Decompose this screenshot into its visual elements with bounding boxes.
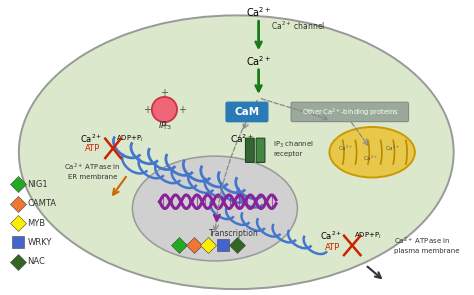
FancyBboxPatch shape [246,138,254,163]
Text: Ca$^{2+}$ channel: Ca$^{2+}$ channel [271,20,326,32]
Text: Ca$^{2+}$: Ca$^{2+}$ [363,153,378,163]
Text: WRKY: WRKY [27,238,52,247]
Text: Ca$^{2+}$ ATPase in
plasma membrane: Ca$^{2+}$ ATPase in plasma membrane [394,235,460,254]
Text: Ca$^{2+}$: Ca$^{2+}$ [385,144,400,153]
Ellipse shape [329,127,415,178]
Text: ADP+P$_i$: ADP+P$_i$ [354,231,382,241]
Text: Ca$^{2+}$: Ca$^{2+}$ [338,144,354,153]
FancyBboxPatch shape [226,102,268,122]
FancyBboxPatch shape [291,102,409,122]
Text: +: + [160,88,168,98]
Text: ADP+P$_i$: ADP+P$_i$ [116,134,144,144]
Text: IP$_3$ channel
receptor: IP$_3$ channel receptor [273,140,314,157]
Text: CaM: CaM [234,107,259,117]
Text: Ca$^{2+}$: Ca$^{2+}$ [230,132,254,145]
Text: Ca$^{2+}$: Ca$^{2+}$ [246,6,271,19]
Text: IP$_3$: IP$_3$ [158,120,171,132]
Ellipse shape [132,156,297,261]
Text: +: + [143,104,151,114]
Text: Other Ca$^{2+}$-binding proteins: Other Ca$^{2+}$-binding proteins [301,106,398,119]
Circle shape [152,97,177,122]
Text: ATP: ATP [85,144,100,153]
Text: Ca$^{2+}$: Ca$^{2+}$ [80,132,102,145]
Text: NIG1: NIG1 [27,180,48,189]
Text: Ca$^{2+}$: Ca$^{2+}$ [320,230,343,242]
Text: ATP: ATP [325,243,340,252]
Text: Transcription: Transcription [210,229,259,238]
Text: MYB: MYB [27,219,46,227]
Text: NAC: NAC [27,258,46,266]
Ellipse shape [19,15,454,289]
Text: Ca$^{2+}$ ATPase in
ER membrane: Ca$^{2+}$ ATPase in ER membrane [64,162,121,180]
Text: +: + [160,121,168,131]
Text: CAMTA: CAMTA [27,199,56,208]
Text: +: + [178,104,186,114]
Text: Ca$^{2+}$: Ca$^{2+}$ [246,54,271,68]
FancyBboxPatch shape [256,138,265,163]
